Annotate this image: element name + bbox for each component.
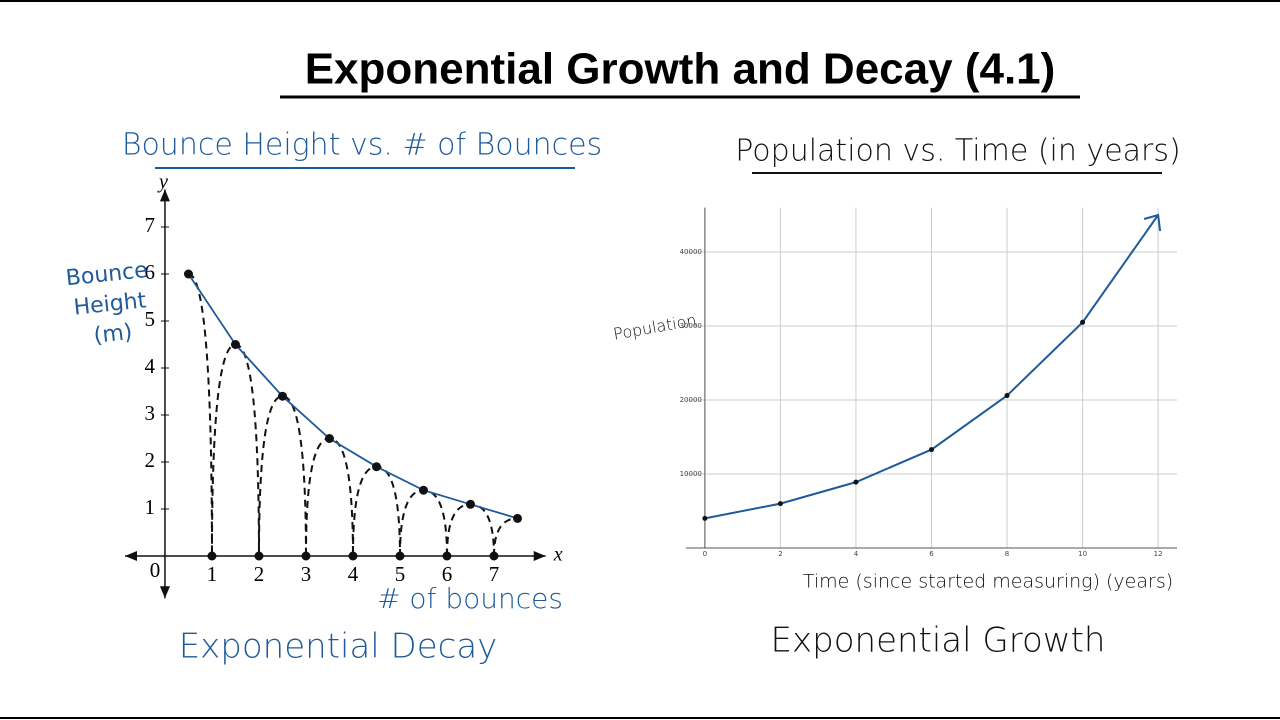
x-tick-label: 12 <box>1154 550 1163 558</box>
point <box>395 551 405 561</box>
point <box>777 501 783 507</box>
y-tick-label: 6 <box>144 260 155 284</box>
y-tick-label: 4 <box>144 354 155 378</box>
x-tick-label: 4 <box>854 550 859 558</box>
bounce-arc <box>351 465 401 557</box>
point <box>702 515 708 521</box>
y-tick-label: 40000 <box>680 248 702 256</box>
point <box>324 434 334 443</box>
y-tick-label: 1 <box>144 495 155 519</box>
point <box>853 479 859 485</box>
point <box>1004 393 1010 399</box>
point <box>1080 319 1086 325</box>
x-tick-label: 4 <box>348 562 359 586</box>
x-axis-label: Time (since started measuring) (years) <box>803 571 1173 593</box>
slide-title: Exponential Growth and Decay (4.1) <box>305 45 1056 94</box>
y-tick-label: 3 <box>144 401 155 425</box>
chart-title: Bounce Height vs. # of Bounces <box>122 128 602 163</box>
y-tick-label: 5 <box>144 307 155 331</box>
x-tick-label: 6 <box>929 550 934 558</box>
bounce-arc <box>188 273 213 557</box>
point <box>442 551 452 561</box>
point <box>929 447 934 453</box>
x-tick-label: 2 <box>254 562 265 586</box>
arrow <box>1143 213 1162 232</box>
point <box>207 551 217 561</box>
chart-title: Population vs. Time (in years) <box>735 134 1180 169</box>
decay-curve <box>187 273 518 520</box>
point <box>371 462 381 472</box>
point <box>183 269 193 279</box>
point <box>512 513 522 523</box>
arrow <box>125 189 546 599</box>
y-axis-label: y <box>157 171 168 193</box>
point <box>489 551 499 561</box>
point <box>254 551 264 561</box>
x-tick-label: 7 <box>489 562 500 586</box>
point <box>348 551 358 561</box>
bounce-arc <box>398 489 448 557</box>
bounce-arc <box>492 517 518 557</box>
y-tick-label: 2 <box>144 448 155 472</box>
x-axis-label: x <box>553 544 563 566</box>
bounce-arc <box>304 437 354 557</box>
x-tick-label: 8 <box>1005 550 1009 558</box>
x-tick-label: 3 <box>301 562 312 586</box>
caption: Exponential Growth <box>771 621 1106 661</box>
x-note: # of bounces <box>377 582 563 615</box>
x-tick-label: 6 <box>442 562 453 586</box>
point <box>301 551 311 561</box>
bounce-arc <box>445 503 495 557</box>
y-tick-label: 10000 <box>680 470 702 478</box>
x-tick-label: 0 <box>703 550 707 558</box>
x-tick-label: 10 <box>1078 550 1087 558</box>
x-tick-label: 0 <box>150 558 161 582</box>
bounce-arc <box>210 343 260 557</box>
x-tick-label: 5 <box>395 562 406 586</box>
point <box>277 391 287 401</box>
y-tick-label: 7 <box>144 213 155 237</box>
y-tick-label: 20000 <box>680 396 702 404</box>
y-tick-label: 30000 <box>680 322 702 330</box>
caption: Exponential Decay <box>179 627 498 667</box>
point <box>418 485 428 495</box>
bounce-arc <box>257 395 307 557</box>
y-note: Bounce Height (m) <box>64 257 149 349</box>
x-tick-label: 1 <box>207 562 218 586</box>
x-tick-label: 2 <box>778 550 782 558</box>
point <box>230 340 240 349</box>
point <box>465 499 475 509</box>
